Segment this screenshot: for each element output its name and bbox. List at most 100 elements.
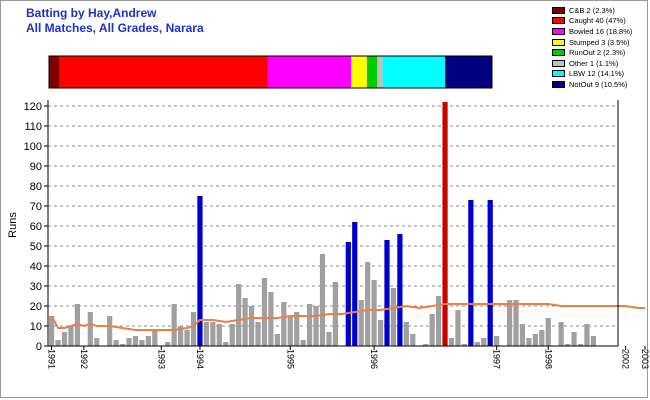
innings-bar [377,320,384,346]
innings-bar [68,326,74,346]
x-tick-label: 1992 [79,349,89,369]
innings-bar [358,300,364,346]
innings-bar [55,340,61,346]
innings-bar [287,316,293,346]
legend-label: Stumped 3 (3.5%) [569,37,630,47]
summary-segment [366,56,378,88]
innings-bar [178,326,184,346]
innings-bar [532,334,538,346]
innings-bar [539,330,545,346]
innings-bar [526,338,532,346]
innings-bar [474,342,480,346]
legend-item: Other 1 (1.1%) [552,58,632,69]
innings-bar [203,322,209,346]
legend-item: C&B 2 (2.3%) [552,5,632,16]
innings-bar [326,332,332,346]
innings-bar [152,330,158,346]
y-tick-label: 60 [30,221,42,233]
innings-bar [571,332,577,346]
innings-bar [519,324,526,346]
x-tick-label: 2003 [640,349,650,369]
chart-subtitle: All Matches, All Grades, Narara [26,21,204,35]
y-tick-label: 40 [30,261,42,273]
innings-bar [294,312,300,346]
y-tick-label: 0 [36,341,42,353]
innings-bar [365,262,371,346]
legend-label: LBW 12 (14.1%) [569,69,625,79]
innings-bar [248,306,255,346]
innings-bar [429,314,435,346]
innings-bar [442,102,448,346]
legend-item: Bowled 16 (18.8%) [552,26,632,37]
summary-segment [382,56,446,88]
innings-bar [410,334,416,346]
innings-bar [139,340,145,346]
summary-segment [267,56,352,88]
y-tick-label: 10 [30,321,42,333]
legend-swatch [552,80,565,88]
legend-item: Stumped 3 (3.5%) [552,37,632,48]
innings-bar [577,344,584,346]
innings-bar [126,338,132,346]
legend: C&B 2 (2.3%) Caught 40 (47%) Bowled 16 (18… [552,5,632,90]
innings-bar [197,196,203,346]
innings-bar [132,336,139,346]
x-tick-label: 1994 [195,349,205,369]
y-tick-label: 70 [30,201,42,213]
innings-bar [494,336,500,346]
summary-border [48,55,493,89]
innings-bar [165,342,171,346]
innings-bar [307,304,313,346]
innings-bar [590,336,596,346]
innings-bar [448,338,455,346]
legend-item: NotOut 9 (10.5%) [552,79,632,90]
innings-bar [481,338,487,346]
legend-swatch [552,70,565,78]
innings-bar [436,296,442,346]
innings-bar [545,318,551,346]
axes: 0 10 20 30 40 50 60 70 80 90 100 110 120 1991 1992 1993… [24,100,650,369]
innings-bar [300,340,306,346]
x-tick-label: 1991 [47,349,57,369]
legend-swatch [552,6,565,14]
innings-bar [87,312,93,346]
chart-title: Batting by Hay,Andrew [26,6,157,20]
legend-label: Caught 40 (47%) [569,16,626,26]
legend-item: RunOut 2 (2.3%) [552,47,632,58]
innings-bar [403,322,409,346]
innings-bar [49,316,55,346]
innings-bar [229,324,235,346]
innings-bar [319,254,326,346]
innings-bar [190,312,197,346]
innings-bar [455,310,461,346]
dismissal-summary-bar [48,55,493,89]
innings-bars [49,102,596,346]
legend-swatch [552,38,565,46]
innings-bar [171,304,177,346]
innings-bar [487,200,493,346]
innings-bar [210,322,216,346]
y-tick-label: 30 [30,281,42,293]
innings-bar [352,222,358,346]
legend-swatch [552,59,565,67]
innings-bar [107,316,113,346]
innings-bar [513,300,519,346]
innings-bar [468,200,474,346]
innings-bar [423,344,429,346]
innings-bar [274,334,280,346]
innings-bar [261,278,268,346]
legend-label: C&B 2 (2.3%) [569,5,615,15]
summary-segment [49,56,60,88]
y-tick-label: 80 [30,181,42,193]
innings-bar [558,322,564,346]
innings-bar [384,240,390,346]
innings-bar [565,344,571,346]
summary-segment [377,56,383,88]
y-tick-label: 90 [30,161,42,173]
y-tick-label: 50 [30,241,42,253]
innings-bar [236,284,242,346]
innings-bar [184,330,190,346]
legend-label: Other 1 (1.1%) [569,58,619,68]
y-tick-label: 100 [24,141,42,153]
innings-bar [255,322,261,346]
